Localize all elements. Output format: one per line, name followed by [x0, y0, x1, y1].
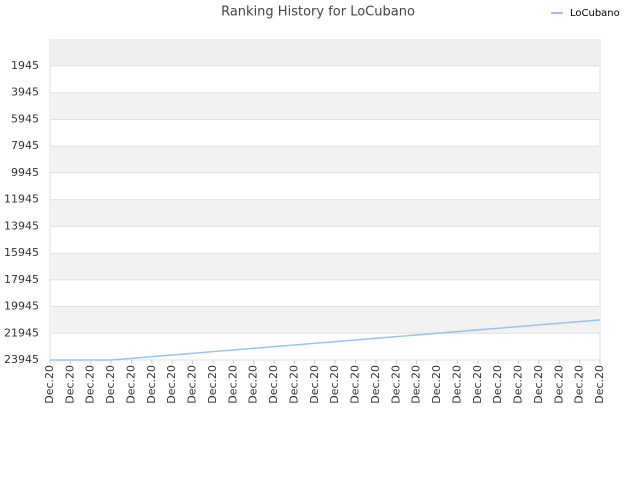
y-tick-label: 7945	[11, 139, 39, 152]
x-tick-label: Dec.20	[145, 365, 158, 404]
y-tick-label: 1945	[11, 59, 39, 72]
x-tick-label: Dec.20	[471, 365, 484, 404]
x-tick-label: Dec.20	[369, 365, 382, 404]
y-tick-label: 11945	[4, 193, 39, 206]
x-tick-label: Dec.20	[389, 365, 402, 404]
y-tick-label: 23945	[4, 353, 39, 366]
grid-band	[50, 199, 600, 227]
x-tick-label: Dec.20	[165, 365, 178, 404]
x-tick-label: Dec.20	[247, 365, 260, 404]
x-tick-label: Dec.20	[450, 365, 463, 404]
x-tick-label: Dec.20	[226, 365, 239, 404]
x-tick-label: Dec.20	[552, 365, 565, 404]
y-tick-label: 5945	[11, 112, 39, 125]
y-tick-label: 15945	[4, 246, 39, 259]
x-tick-label: Dec.20	[593, 365, 606, 404]
x-tick-label: Dec.20	[43, 365, 56, 404]
grid-band	[50, 40, 600, 66]
y-tick-label: 17945	[4, 273, 39, 286]
x-tick-label: Dec.20	[349, 365, 362, 404]
y-tick-label: 19945	[4, 300, 39, 313]
x-tick-label: Dec.20	[308, 365, 321, 404]
grid-band	[50, 253, 600, 280]
x-tick-label: Dec.20	[267, 365, 280, 404]
x-tick-label: Dec.20	[532, 365, 545, 404]
y-tick-label: 3945	[11, 86, 39, 99]
x-tick-label: Dec.20	[63, 365, 76, 404]
x-tick-label: Dec.20	[104, 365, 117, 404]
chart-title: Ranking History for LoCubano	[221, 5, 415, 20]
x-tick-label: Dec.20	[206, 365, 219, 404]
x-tick-label: Dec.20	[573, 365, 586, 404]
y-tick-label: 21945	[4, 326, 39, 339]
y-tick-label: 9945	[11, 166, 39, 179]
x-tick-label: Dec.20	[328, 365, 341, 404]
x-tick-label: Dec.20	[287, 365, 300, 404]
y-tick-label: 13945	[4, 219, 39, 232]
x-tick-label: Dec.20	[430, 365, 443, 404]
grid-band	[50, 306, 600, 334]
x-tick-label: Dec.20	[186, 365, 199, 404]
x-tick-label: Dec.20	[491, 365, 504, 404]
x-tick-label: Dec.20	[124, 365, 137, 404]
grid-band	[50, 92, 600, 120]
legend-label: LoCubano	[570, 8, 620, 19]
grid-band	[50, 146, 600, 173]
x-tick-label: Dec.20	[84, 365, 97, 404]
data-line	[50, 319, 601, 361]
x-tick-label: Dec.20	[512, 365, 525, 404]
x-tick-label: Dec.20	[410, 365, 423, 404]
